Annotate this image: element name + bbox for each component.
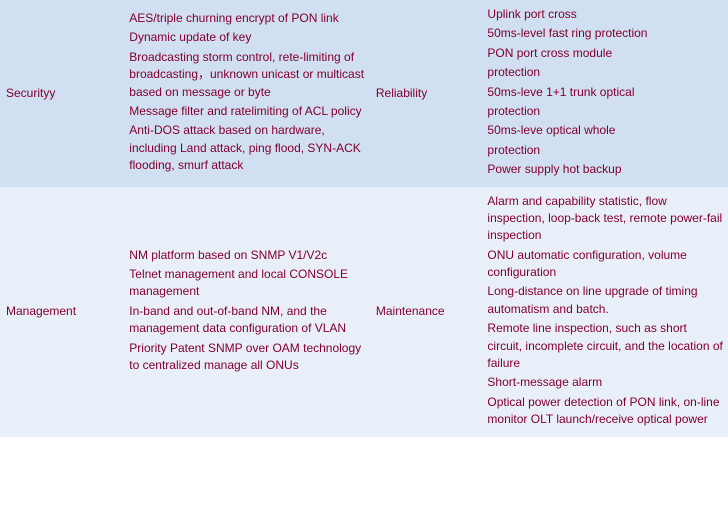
spec-line: 50ms-level fast ring protection bbox=[487, 25, 724, 42]
spec-line: Remote line inspection, such as short ci… bbox=[487, 320, 724, 372]
spec-line: NM platform based on SNMP V1/V2c bbox=[129, 247, 366, 264]
spec-line: Broadcasting storm control, rete-limitin… bbox=[129, 49, 366, 101]
category-description: Alarm and capability statistic, flow ins… bbox=[481, 187, 728, 437]
category-description: Uplink port cross 50ms-level fast ring pr… bbox=[481, 0, 728, 187]
spec-line: ONU automatic configuration, volume conf… bbox=[487, 247, 724, 282]
spec-row: ManagementNM platform based on SNMP V1/V… bbox=[0, 187, 728, 437]
spec-line: 50ms-leve 1+1 trunk optical bbox=[487, 84, 724, 101]
spec-row: SecurityyAES/triple churning encrypt of … bbox=[0, 0, 728, 187]
category-label: Reliability bbox=[370, 0, 482, 187]
spec-line: protection bbox=[487, 103, 724, 120]
spec-line: Uplink port cross bbox=[487, 6, 724, 23]
spec-line: In-band and out-of-band NM, and the mana… bbox=[129, 303, 366, 338]
spec-line: protection bbox=[487, 142, 724, 159]
spec-line: PON port cross module bbox=[487, 45, 724, 62]
spec-line: Anti-DOS attack based on hardware, inclu… bbox=[129, 122, 366, 174]
spec-line: Dynamic update of key bbox=[129, 29, 366, 46]
spec-line: Short-message alarm bbox=[487, 374, 724, 391]
spec-line: 50ms-leve optical whole bbox=[487, 122, 724, 139]
spec-line: Optical power detection of PON link, on-… bbox=[487, 394, 724, 429]
spec-table: SecurityyAES/triple churning encrypt of … bbox=[0, 0, 728, 437]
category-label: Securityy bbox=[0, 0, 123, 187]
spec-line: Priority Patent SNMP over OAM technology… bbox=[129, 340, 366, 375]
spec-line: Telnet management and local CONSOLE mana… bbox=[129, 266, 366, 301]
category-label: Management bbox=[0, 187, 123, 437]
spec-line: Alarm and capability statistic, flow ins… bbox=[487, 193, 724, 245]
spec-line: Message filter and ratelimiting of ACL p… bbox=[129, 103, 366, 120]
spec-line: Long-distance on line upgrade of timing … bbox=[487, 283, 724, 318]
spec-line: Power supply hot backup bbox=[487, 161, 724, 178]
category-description: NM platform based on SNMP V1/V2c Telnet m… bbox=[123, 187, 370, 437]
category-description: AES/triple churning encrypt of PON link D… bbox=[123, 0, 370, 187]
category-label: Maintenance bbox=[370, 187, 482, 437]
spec-line: protection bbox=[487, 64, 724, 81]
spec-line: AES/triple churning encrypt of PON link bbox=[129, 10, 366, 27]
